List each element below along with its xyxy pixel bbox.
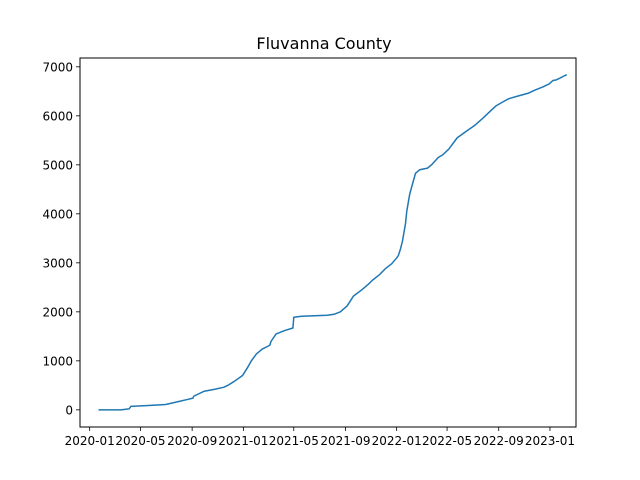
x-tick-label: 2022-09 <box>474 434 524 448</box>
y-tick-label: 1000 <box>42 354 73 368</box>
x-tick-label: 2022-01 <box>372 434 422 448</box>
x-tick-label: 2021-05 <box>269 434 319 448</box>
chart-title: Fluvanna County <box>256 34 391 53</box>
x-tick-label: 2023-01 <box>525 434 575 448</box>
y-tick-label: 4000 <box>42 207 73 221</box>
y-tick-label: 3000 <box>42 256 73 270</box>
y-tick-label: 5000 <box>42 158 73 172</box>
series-line-0 <box>98 73 568 411</box>
axes-frame <box>79 57 577 428</box>
x-tick-label: 2020-01 <box>65 434 115 448</box>
x-tick-label: 2020-09 <box>167 434 217 448</box>
x-tick-label: 2021-01 <box>218 434 268 448</box>
y-axis: 0 1000 2000 3000 4000 5000 6000 7000 <box>42 60 80 417</box>
y-tick-label: 2000 <box>42 305 73 319</box>
x-tick-label: 2020-05 <box>115 434 165 448</box>
plot-area <box>98 73 568 411</box>
x-axis: 2020-01 2020-05 2020-09 2021-01 2021-05 2021-… <box>65 427 575 448</box>
y-tick-label: 7000 <box>42 60 73 74</box>
y-tick-label: 0 <box>65 403 73 417</box>
x-tick-label: 2021-09 <box>320 434 370 448</box>
x-tick-label: 2022-05 <box>422 434 472 448</box>
y-tick-label: 6000 <box>42 109 73 123</box>
